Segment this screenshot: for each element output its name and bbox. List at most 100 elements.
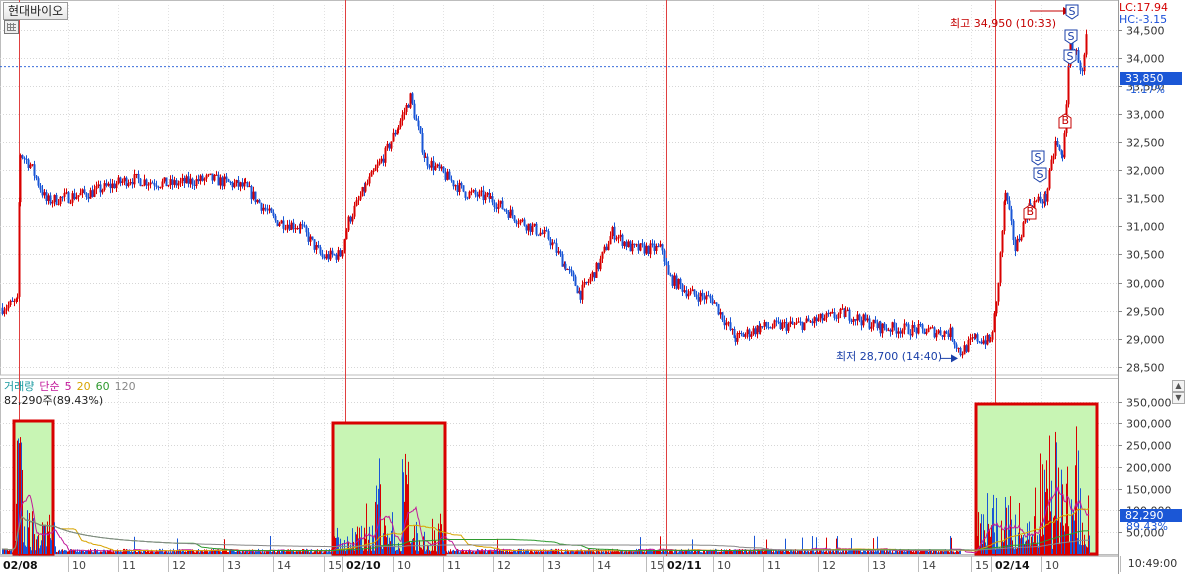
volume-bar xyxy=(678,552,679,554)
stock-name-label[interactable]: 현대바이오 xyxy=(3,2,69,20)
volume-bar xyxy=(807,549,808,554)
price-candle xyxy=(27,159,30,168)
volume-bar xyxy=(371,550,372,554)
price-candle xyxy=(976,334,979,342)
price-candle xyxy=(848,309,851,321)
volume-bar xyxy=(848,550,849,554)
volume-bar xyxy=(382,549,383,554)
price-candle xyxy=(744,334,747,337)
volume-bar xyxy=(12,552,13,554)
price-candle xyxy=(729,322,732,330)
price-candle xyxy=(1061,154,1064,158)
volume-bar xyxy=(178,550,179,554)
volume-bar xyxy=(523,549,524,554)
price-candle xyxy=(299,224,302,230)
price-candle xyxy=(91,190,94,197)
volume-bar xyxy=(85,550,86,554)
time-label: 10 xyxy=(717,559,731,572)
volume-bar xyxy=(631,551,632,554)
price-candle xyxy=(531,225,534,232)
volume-bar xyxy=(308,551,309,554)
volume-bar xyxy=(93,552,94,554)
price-candle xyxy=(874,319,877,324)
volume-bar xyxy=(157,551,158,554)
volume-bar xyxy=(275,552,276,554)
volume-bar xyxy=(112,552,113,554)
volume-bar xyxy=(646,549,647,554)
volume-bar xyxy=(231,549,232,554)
volume-bar xyxy=(462,549,463,554)
price-candle xyxy=(63,192,66,197)
panel-down-icon[interactable]: ▼ xyxy=(1172,392,1185,404)
high-annotation: 최고 34,950 (10:33) xyxy=(950,17,1057,30)
volume-bar xyxy=(803,552,804,554)
price-candle xyxy=(711,298,714,304)
volume-bar xyxy=(320,551,321,554)
volume-bar xyxy=(542,551,543,554)
volume-bar xyxy=(615,551,616,554)
price-candle xyxy=(450,179,453,181)
volume-bar xyxy=(624,551,625,554)
volume-bar xyxy=(872,551,873,554)
price-candle xyxy=(858,314,861,321)
price-candle xyxy=(683,290,686,292)
volume-bar xyxy=(86,550,87,554)
price-candle xyxy=(986,334,989,345)
legend-volume: 거래량 xyxy=(4,380,35,393)
volume-bar xyxy=(498,550,499,554)
volume-bar xyxy=(805,549,806,554)
grid-toggle-icon[interactable] xyxy=(4,20,19,34)
volume-bar xyxy=(796,552,797,554)
volume-bar xyxy=(544,552,545,554)
price-candle xyxy=(103,183,106,190)
volume-bar xyxy=(525,550,526,554)
price-candle xyxy=(671,275,674,286)
price-candle xyxy=(839,308,842,314)
volume-bar xyxy=(686,549,687,554)
volume-bar xyxy=(127,549,128,554)
sell-signal-marker xyxy=(1065,4,1079,20)
volume-bar xyxy=(402,459,403,554)
price-candle xyxy=(111,183,114,189)
volume-bar xyxy=(229,549,230,554)
price-candle xyxy=(407,105,410,108)
volume-bar xyxy=(917,551,918,554)
volume-bar xyxy=(181,551,182,554)
volume-bar xyxy=(698,549,699,554)
volume-bar xyxy=(188,549,189,554)
price-candle xyxy=(165,177,168,187)
price-candle xyxy=(793,323,796,325)
volume-bar xyxy=(1065,523,1066,554)
price-candle xyxy=(101,189,104,193)
volume-bar xyxy=(204,549,205,554)
price-candle xyxy=(503,209,506,211)
price-candle xyxy=(213,174,216,181)
volume-bar xyxy=(125,549,126,554)
volume-bar xyxy=(629,550,630,554)
volume-bar xyxy=(362,547,363,554)
volume-bar xyxy=(956,550,957,554)
volume-bar xyxy=(790,550,791,554)
volume-bar xyxy=(886,549,887,554)
volume-bar xyxy=(840,551,841,554)
price-candle xyxy=(250,186,253,200)
volume-bar xyxy=(359,527,360,554)
volume-bar xyxy=(773,550,774,554)
volume-bar xyxy=(598,549,599,554)
volume-bar xyxy=(566,551,567,554)
volume-bar xyxy=(823,548,824,554)
sell-signal-marker xyxy=(1033,167,1047,183)
volume-bar xyxy=(1073,509,1074,554)
price-candle xyxy=(611,227,614,237)
volume-bar xyxy=(174,550,175,554)
panel-up-icon[interactable]: ▲ xyxy=(1172,380,1185,392)
volume-pct-tag: 89.43% xyxy=(1126,520,1168,533)
price-candle xyxy=(641,243,644,245)
volume-bar xyxy=(1062,484,1063,554)
volume-bar xyxy=(427,544,428,554)
volume-bar xyxy=(200,550,201,554)
volume-bar xyxy=(370,546,371,554)
sell-signal-marker xyxy=(1063,49,1077,65)
price-candle xyxy=(397,127,400,130)
